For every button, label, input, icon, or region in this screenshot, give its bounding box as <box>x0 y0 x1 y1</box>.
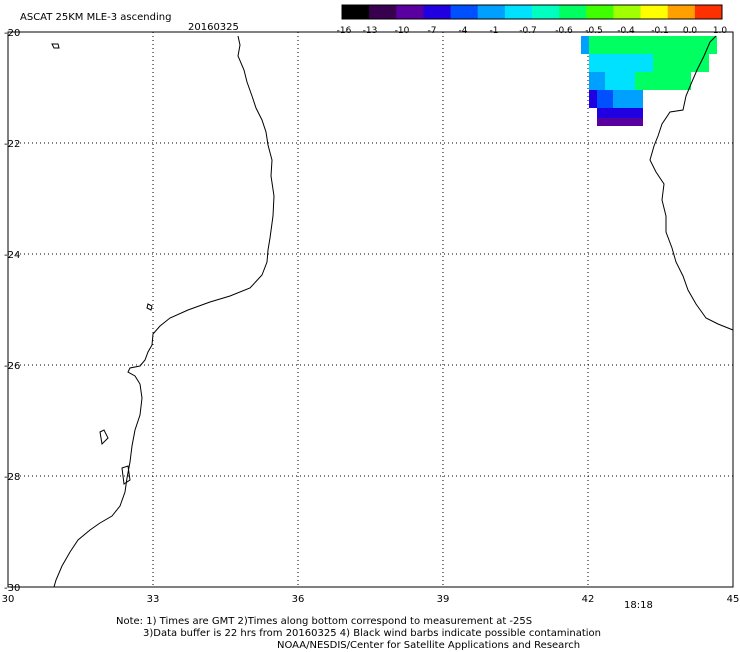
data-cell <box>589 54 653 72</box>
colorbar-cell <box>450 5 479 19</box>
note-line-3: NOAA/NESDIS/Center for Satellite Applica… <box>277 640 581 651</box>
colorbar-frame <box>341 4 723 20</box>
colorbar-cell <box>667 5 696 19</box>
colorbar-tick-label: -4 <box>459 26 468 36</box>
island-inhaca <box>99 429 109 446</box>
data-cell <box>589 90 597 108</box>
mle-data-patch <box>581 36 717 126</box>
colorbar-tick-label: -0.4 <box>617 26 635 36</box>
coastline <box>51 35 734 588</box>
colorbar-cell <box>369 5 397 19</box>
colorbar-cell <box>613 5 642 19</box>
y-tick-label: -26 <box>4 361 20 372</box>
y-tick-label: -30 <box>4 583 20 594</box>
data-cell <box>597 108 643 118</box>
colorbar-cell <box>640 5 669 19</box>
colorbar-tick-label: -0.1 <box>651 26 669 36</box>
data-cell <box>589 72 605 90</box>
colorbar-cell <box>532 5 560 19</box>
x-tick-label: 42 <box>582 594 595 605</box>
colorbar-tick-label: -1 <box>490 26 499 36</box>
plot-frame <box>7 31 734 588</box>
colorbar-tick-label: -13 <box>363 26 378 36</box>
colorbar-tick-label: -16 <box>337 26 352 36</box>
colorbar-tick-label: 0.0 <box>683 26 698 36</box>
colorbar-cell <box>694 5 723 19</box>
note-line-1: Note: 1) Times are GMT 2)Times along bot… <box>116 616 533 627</box>
colorbar-tick-label: 1.0 <box>713 26 728 36</box>
colorbar-tick-label: -0.7 <box>519 26 537 36</box>
data-cell <box>581 36 589 54</box>
y-tick-label: -24 <box>4 250 20 261</box>
colorbar-tick-label: -10 <box>395 26 410 36</box>
data-cell <box>597 118 643 126</box>
x-tick-label: 45 <box>727 594 740 605</box>
colorbar-tick-label: -7 <box>428 26 437 36</box>
colorbar-cell <box>477 5 506 19</box>
y-tick-label: -22 <box>4 139 20 150</box>
colorbar: -16 -13 -10 -7 -4 -1 -0.7 -0.6 -0.5 -0.4 -0.1 0.0 1.… <box>337 4 728 36</box>
x-tick-label: 33 <box>147 594 160 605</box>
coastline-madagascar <box>649 35 734 331</box>
data-cell <box>613 90 643 108</box>
map-date: 20160325 <box>188 22 239 33</box>
colorbar-cell <box>504 5 533 19</box>
y-tick-label: -28 <box>4 472 20 483</box>
colorbar-cell <box>423 5 452 19</box>
x-tick-label: 30 <box>2 594 15 605</box>
map-title: ASCAT 25KM MLE-3 ascending <box>20 12 171 23</box>
data-cell <box>605 72 635 90</box>
data-cell <box>635 72 691 90</box>
data-cell <box>589 36 717 54</box>
colorbar-cell <box>586 5 614 19</box>
island-small-delta <box>121 465 131 485</box>
data-cell <box>597 90 613 108</box>
y-tick-label: -20 <box>4 28 20 39</box>
coastline-mozambique <box>53 35 275 588</box>
island-bazaruto <box>146 303 153 311</box>
note-line-2: 3)Data buffer is 22 hrs from 20160325 4)… <box>143 628 601 639</box>
island-small-north <box>51 43 60 49</box>
data-cell <box>653 54 709 72</box>
colorbar-tick-label: -0.6 <box>555 26 573 36</box>
colorbar-cell <box>396 5 424 19</box>
x-tick-label: 39 <box>437 594 450 605</box>
overpass-time-label: 18:18 <box>624 600 653 611</box>
colorbar-cell <box>559 5 587 19</box>
lat-lon-grid <box>8 32 733 587</box>
x-tick-label: 36 <box>292 594 305 605</box>
colorbar-cell <box>342 5 370 19</box>
colorbar-tick-label: -0.5 <box>585 26 603 36</box>
